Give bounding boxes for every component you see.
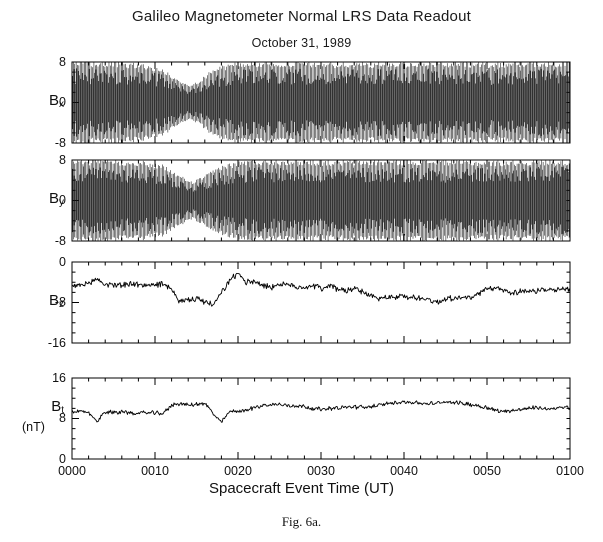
xtick-2: 0020	[224, 464, 252, 478]
axis-label-bt: Bt	[51, 398, 64, 416]
axis-label-by-subscript: y	[59, 197, 64, 208]
ytick-bt-2: 0	[59, 452, 66, 466]
ytick-bx-2: -8	[54, 136, 66, 150]
ytick-bz-1: -8	[54, 295, 66, 309]
ytick-by-1: 0	[59, 193, 66, 207]
xtick-5: 0050	[473, 464, 501, 478]
x-axis-title: Spacecraft Event Time (UT)	[208, 480, 395, 497]
ytick-bt-1: 8	[59, 411, 66, 425]
page-title: Galileo Magnetometer Normal LRS Data Rea…	[132, 8, 471, 25]
axis-unit-label: (nT)	[22, 420, 45, 434]
ytick-bx-1: 0	[59, 95, 66, 109]
axis-label-bz: Bz	[48, 292, 64, 310]
xtick-4: 0040	[390, 464, 418, 478]
xtick-1: 0010	[141, 464, 169, 478]
figure-caption: Fig. 6a.	[281, 514, 322, 529]
figure-subtitle: October 31, 1989	[251, 36, 352, 50]
xtick-0: 0000	[58, 464, 86, 478]
axis-label-bx-subscript: x	[59, 99, 64, 110]
xtick-3: 0030	[307, 464, 335, 478]
ytick-bz-2: -16	[47, 336, 66, 350]
ytick-bx-0: 8	[59, 55, 66, 69]
xtick-6: 0100	[556, 464, 584, 478]
axis-label-bx: Bx	[48, 92, 64, 110]
ytick-by-2: -8	[54, 234, 66, 248]
ytick-bz-0: 0	[59, 255, 66, 269]
ytick-by-0: 8	[59, 153, 66, 167]
ytick-bt-0: 16	[52, 371, 66, 385]
axis-label-bt-subscript: t	[61, 405, 64, 416]
axis-label-bz-subscript: z	[59, 299, 64, 310]
axis-label-by: By	[48, 190, 64, 208]
